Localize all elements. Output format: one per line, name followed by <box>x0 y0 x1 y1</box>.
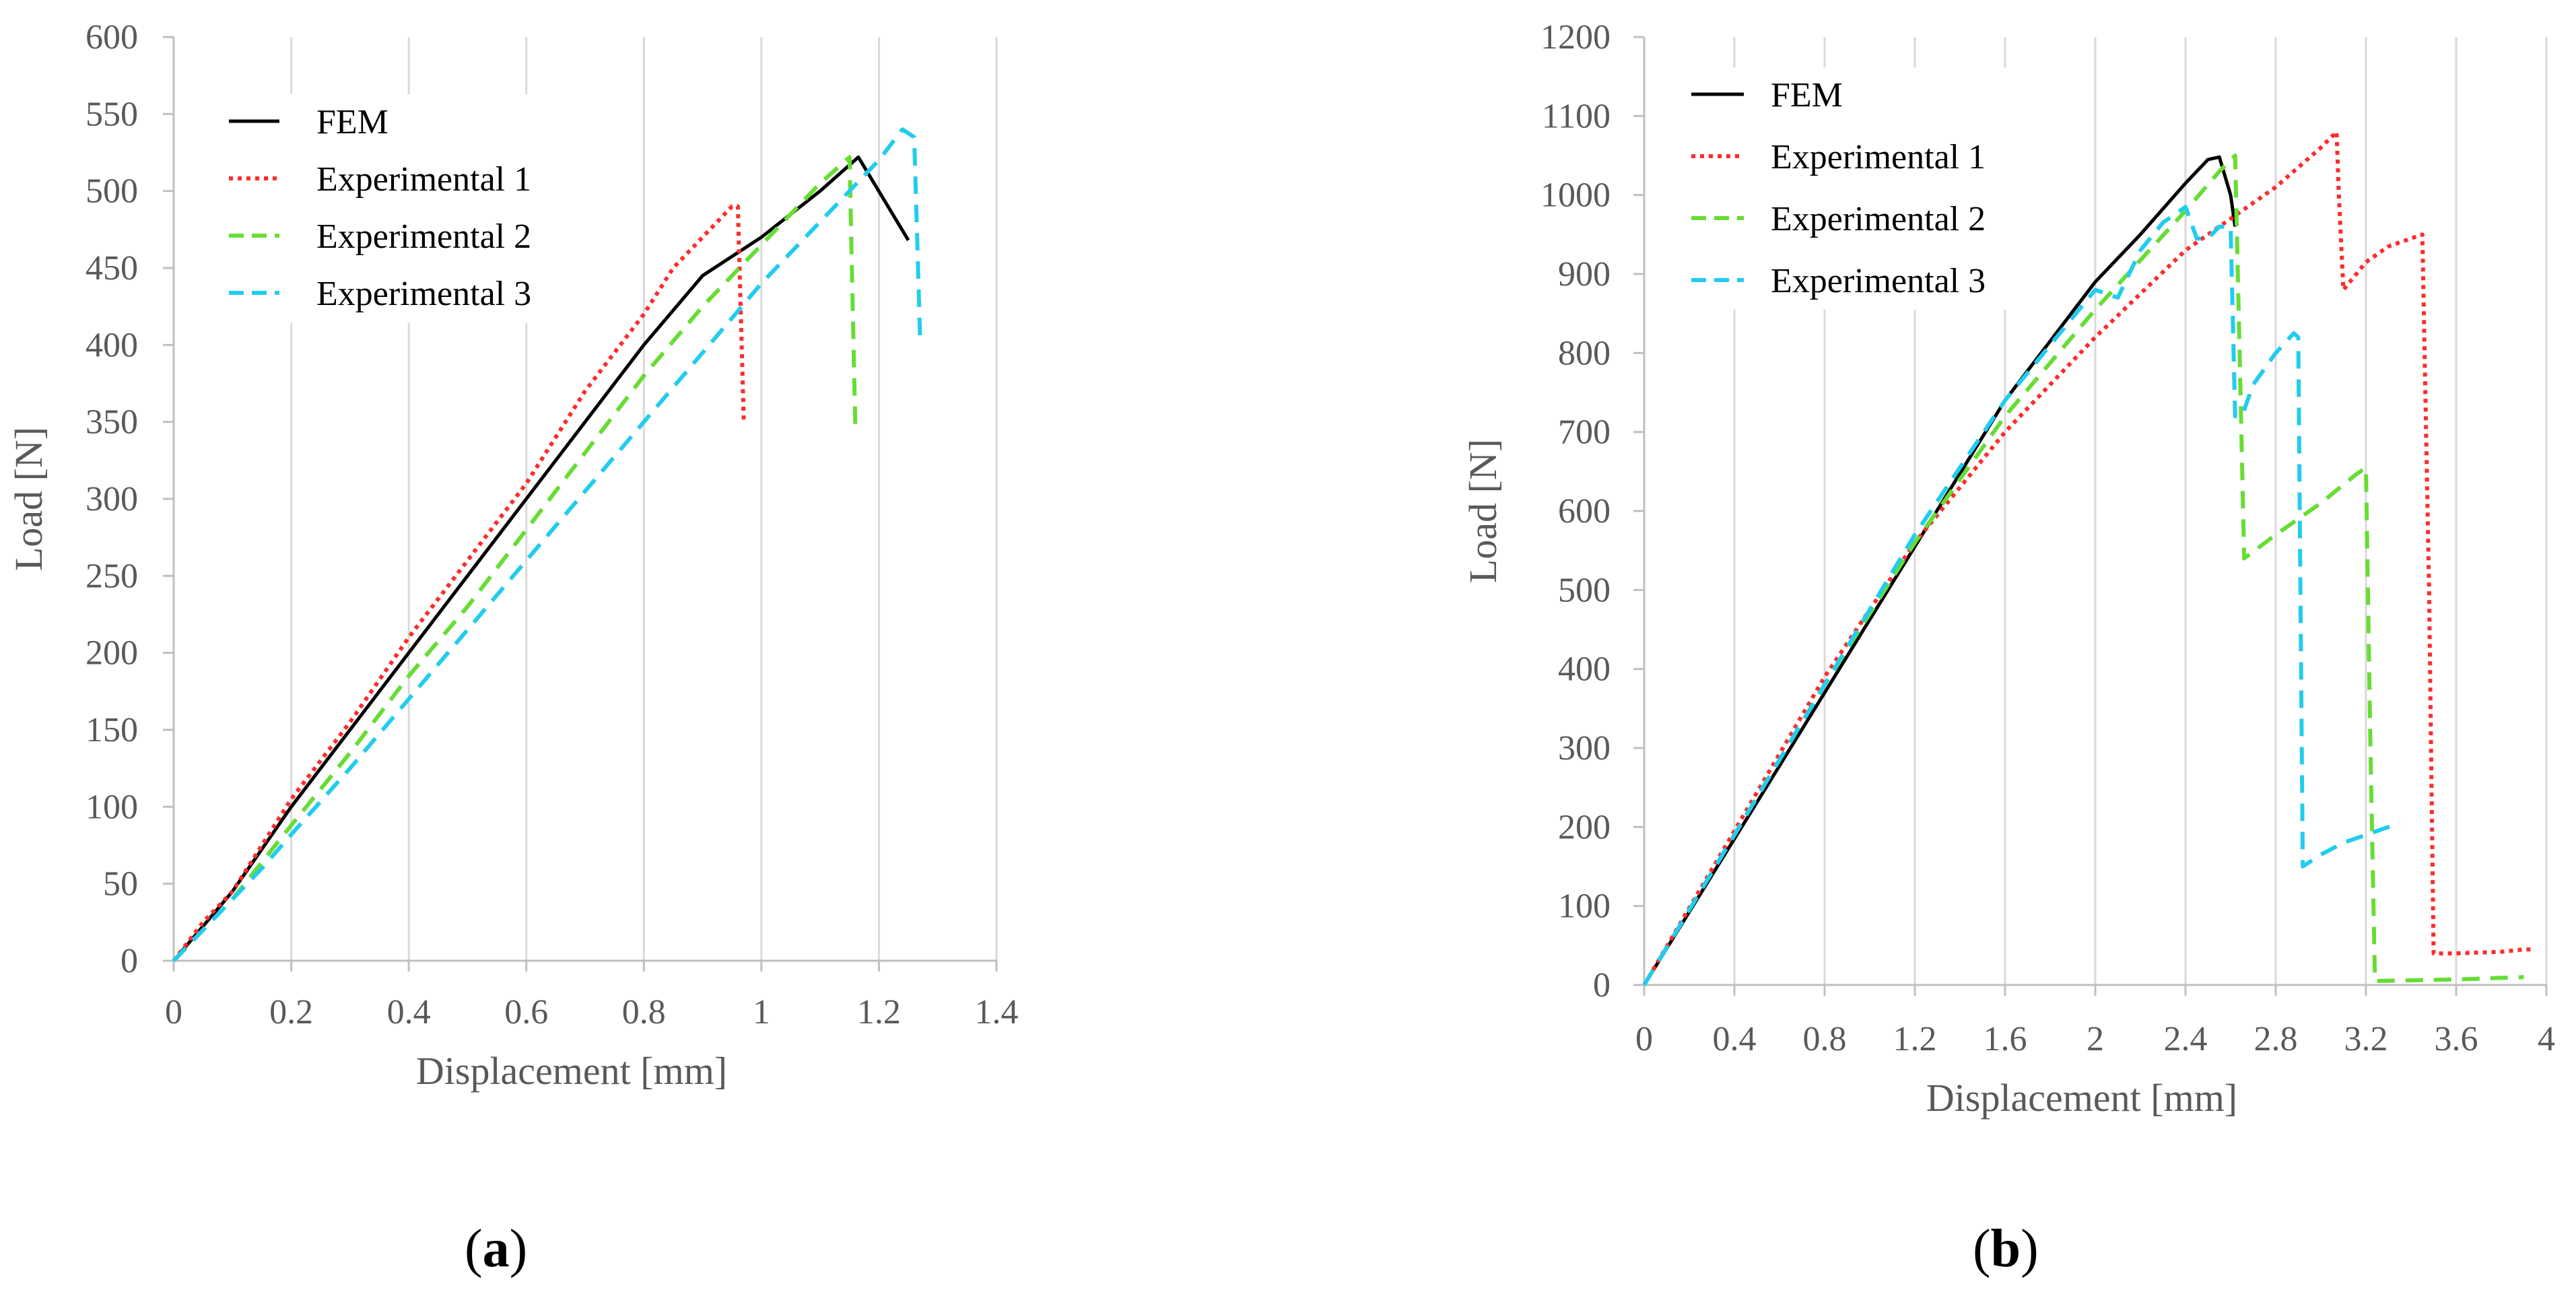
chart-a-y-tick-label: 150 <box>86 711 138 749</box>
chart-b-legend-label-3: Experimental 2 <box>1771 200 1986 238</box>
caption-a: (a) <box>465 1219 527 1280</box>
chart-a-y-tick-label: 300 <box>86 480 138 518</box>
chart-b-y-tick-label: 400 <box>1558 650 1611 689</box>
chart-a-series-3-line <box>172 155 858 963</box>
chart-b-x-tick-label: 4 <box>2538 1020 2555 1058</box>
chart-b-y-tick-label: 600 <box>1558 492 1611 531</box>
chart-b-series-2-line <box>1642 129 2536 986</box>
chart-a: 0 0.2 0.4 0.6 0.8 1 1.2 1.4 0 50 100 150 200 250 300 35… <box>7 18 1019 1093</box>
chart-a-x-tick-label: 0.6 <box>504 993 548 1031</box>
chart-a-y-tick-label: 450 <box>86 249 138 287</box>
chart-a-y-tick-label: 500 <box>86 172 138 211</box>
chart-b-legend-label-2: Experimental 1 <box>1771 138 1986 176</box>
chart-b-x-tick-label: 2.4 <box>2164 1020 2208 1058</box>
chart-a-series-2-line <box>172 204 746 962</box>
chart-b-legend-label-1: FEM <box>1771 76 1843 114</box>
chart-a-x-tick-label: 0 <box>165 993 182 1031</box>
chart-b-x-tick-label: 3.2 <box>2344 1020 2388 1058</box>
chart-a-legend-label-2: Experimental 1 <box>316 160 531 199</box>
chart-b-y-tick-label: 0 <box>1593 966 1611 1004</box>
chart-b-y-tick-label: 700 <box>1558 413 1611 452</box>
chart-b-series-3-line <box>1642 154 2524 986</box>
chart-b-x-tick-label: 0.8 <box>1803 1020 1847 1058</box>
chart-b-y-tick-label: 200 <box>1558 808 1611 846</box>
chart-a-y-tick-label: 400 <box>86 326 138 364</box>
chart-b-x-tick-label: 3.6 <box>2435 1020 2478 1058</box>
chart-b-y-tick-label: 500 <box>1558 571 1611 609</box>
chart-b-y-tick-label: 900 <box>1558 255 1611 294</box>
chart-b-x-tick-label: 1.6 <box>1984 1020 2027 1058</box>
chart-b-x-tick-label: 2 <box>2087 1020 2104 1058</box>
chart-b-x-tick-label: 2.8 <box>2254 1020 2298 1058</box>
chart-b-x-tick-label: 0.4 <box>1713 1020 1757 1058</box>
chart-a-x-tick-label: 1 <box>753 993 770 1031</box>
chart-b-series-1-line <box>1642 155 2237 986</box>
chart-b-x-axis-label: Displacement [mm] <box>1926 1076 2237 1120</box>
chart-b-y-tick-label: 100 <box>1558 887 1611 926</box>
chart-a-y-tick-label: 600 <box>86 18 138 57</box>
chart-b-x-tick-label: 0 <box>1635 1020 1653 1058</box>
chart-a-legend-label-4: Experimental 3 <box>316 275 531 313</box>
chart-a-x-tick-label: 1.4 <box>975 993 1019 1031</box>
caption-b-open: ( <box>1973 1219 1991 1279</box>
chart-a-series-1-line <box>172 155 910 962</box>
chart-a-y-tick-label: 50 <box>103 865 138 904</box>
chart-a-y-tick-label: 350 <box>86 403 138 442</box>
chart-a-x-axis-label: Displacement [mm] <box>416 1049 727 1093</box>
chart-b-y-tick-label: 300 <box>1558 729 1611 768</box>
chart-a-x-tick-label: 0.8 <box>622 993 666 1031</box>
chart-b-y-axis-label: Load [N] <box>1461 439 1505 583</box>
chart-b-y-tick-label: 1000 <box>1540 176 1611 215</box>
chart-a-x-tick-label: 1.2 <box>857 993 901 1031</box>
caption-a-open: ( <box>465 1219 483 1279</box>
chart-b-x-tick-label: 1.2 <box>1893 1020 1937 1058</box>
chart-a-y-axis-label: Load [N] <box>7 427 50 571</box>
chart-a-y-tick-label: 250 <box>86 557 138 595</box>
chart-a-legend-label-3: Experimental 2 <box>316 217 531 256</box>
caption-b: (b) <box>1973 1219 2039 1280</box>
chart-a-y-tick-label: 200 <box>86 634 138 673</box>
chart-b-y-tick-label: 1100 <box>1542 97 1611 135</box>
caption-a-letter: a <box>482 1219 510 1279</box>
chart-a-x-tick-label: 0.2 <box>269 993 313 1031</box>
chart-b-series-4-line <box>1642 205 2401 986</box>
chart-b: 0 0.4 0.8 1.2 1.6 2 2.4 2.8 3.2 3.6 4 0 100 200 300 400… <box>1461 18 2555 1120</box>
chart-b-y-tick-label: 1200 <box>1540 18 1611 57</box>
chart-a-y-tick-label: 100 <box>86 788 138 826</box>
chart-a-x-tick-label: 0.4 <box>387 993 431 1031</box>
chart-a-series-4-line <box>172 127 922 963</box>
caption-a-close: ) <box>509 1219 528 1279</box>
chart-a-y-tick-label: 0 <box>121 942 138 980</box>
caption-b-letter: b <box>1990 1219 2021 1279</box>
chart-a-y-tick-label: 550 <box>86 95 138 133</box>
chart-b-legend-label-4: Experimental 3 <box>1771 262 1986 300</box>
chart-a-legend-background <box>222 94 613 323</box>
chart-b-y-tick-label: 800 <box>1558 334 1611 372</box>
chart-a-legend-label-1: FEM <box>316 103 388 141</box>
caption-b-close: ) <box>2021 1219 2039 1279</box>
chart-b-legend-background <box>1683 67 2047 310</box>
